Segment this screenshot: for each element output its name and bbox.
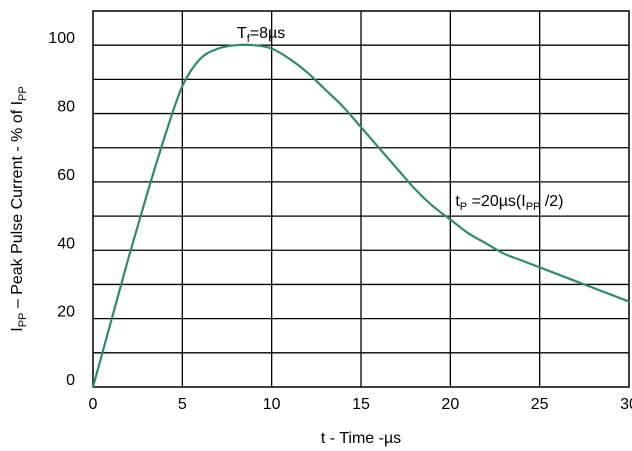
rise-time-annotation: Tf=8µs: [237, 25, 285, 45]
x-tick-label: 10: [263, 396, 281, 413]
y-axis-label: IPP – Peak Pulse Current - % of IPP: [9, 86, 29, 331]
x-tick-label: 25: [531, 396, 549, 413]
y-tick-label: 100: [48, 30, 75, 47]
x-tick-label: 30: [620, 396, 632, 413]
y-tick-label: 0: [66, 372, 75, 389]
series-line: [91, 43, 631, 389]
half-value-annotation: tP =20µs(IPP /2): [455, 193, 563, 213]
y-tick-label: 80: [57, 99, 75, 116]
x-tick-label: 0: [89, 396, 98, 413]
y-tick-label: 60: [57, 167, 75, 184]
x-tick-label: 20: [441, 396, 459, 413]
x-tick-labels: 0 5 10 15 20 25 30: [89, 396, 632, 413]
y-tick-label: 20: [57, 304, 75, 321]
y-tick-label: 40: [57, 235, 75, 252]
y-tick-labels: 0 20 40 60 80 100: [48, 30, 75, 389]
x-tick-label: 5: [178, 396, 187, 413]
x-tick-label: 15: [352, 396, 370, 413]
x-axis-label: t - Time -µs: [321, 430, 401, 447]
grid: [93, 11, 629, 387]
plot-frame: [92, 10, 630, 388]
